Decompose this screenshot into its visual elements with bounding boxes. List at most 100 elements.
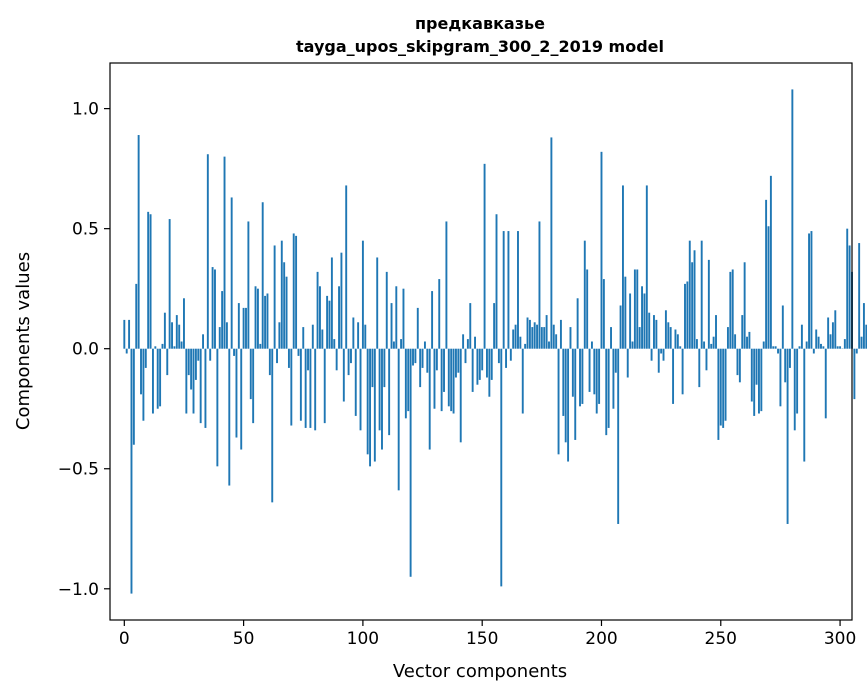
bar: [426, 348, 429, 373]
bar: [166, 348, 169, 376]
bar: [767, 226, 770, 349]
bar: [218, 327, 221, 349]
bar: [762, 341, 765, 349]
bar: [478, 348, 481, 380]
bar: [481, 348, 484, 371]
bar: [760, 348, 763, 412]
bar: [836, 346, 839, 349]
bar: [421, 348, 424, 368]
bar: [488, 348, 491, 397]
bar: [676, 334, 679, 349]
bar: [357, 322, 360, 349]
bar: [559, 319, 562, 349]
bar: [214, 269, 216, 349]
bar: [800, 324, 803, 349]
x-tick-label: 100: [347, 629, 379, 649]
bar: [798, 346, 801, 349]
bar: [342, 348, 345, 402]
bar: [703, 341, 706, 349]
bar: [242, 307, 245, 349]
bar: [507, 231, 510, 349]
bar: [454, 348, 457, 378]
bar: [564, 348, 567, 443]
bar: [338, 286, 340, 349]
x-tick-label: 0: [119, 629, 130, 649]
bar: [128, 319, 131, 349]
bar: [295, 235, 298, 349]
y-axis-ticks: −1.0 −0.5 0.0 0.5 1.0: [58, 100, 110, 600]
bar: [631, 341, 634, 349]
bar: [132, 348, 135, 445]
bar: [784, 348, 787, 383]
bar: [812, 348, 815, 354]
x-tick-label: 50: [233, 629, 255, 649]
bar: [412, 348, 414, 366]
x-tick-label: 150: [466, 629, 498, 649]
bar: [555, 334, 558, 349]
bar: [660, 348, 663, 354]
bar: [710, 343, 713, 349]
chart-subtitle: tayga_upos_skipgram_300_2_2019 model: [296, 37, 664, 56]
bar: [531, 327, 534, 349]
bar: [178, 324, 181, 349]
bar: [266, 293, 269, 349]
bar: [533, 322, 536, 349]
bar: [168, 219, 171, 349]
bar: [435, 348, 438, 371]
bar: [159, 348, 162, 407]
bar: [161, 343, 164, 349]
bar: [276, 348, 278, 364]
bar: [593, 348, 596, 395]
bar: [392, 341, 395, 349]
bar: [149, 214, 152, 349]
bar: [758, 348, 760, 414]
bar: [524, 343, 527, 349]
bar: [328, 300, 331, 349]
bar: [402, 288, 405, 349]
y-tick-label: −1.0: [58, 580, 99, 600]
bar: [786, 348, 789, 524]
y-axis-label: Components values: [13, 252, 34, 430]
bar: [385, 271, 388, 349]
bar: [550, 137, 553, 349]
bar: [545, 315, 548, 349]
bar: [602, 279, 605, 349]
bar: [636, 269, 639, 349]
bar: [397, 348, 400, 491]
bar: [223, 156, 226, 349]
bar: [512, 329, 515, 349]
bar: [416, 307, 419, 349]
bar: [693, 250, 696, 349]
bar: [538, 221, 541, 349]
bar: [283, 262, 286, 349]
bar: [457, 348, 460, 373]
bar: [679, 346, 682, 349]
bar: [824, 348, 827, 419]
bar: [791, 89, 794, 349]
bar: [669, 327, 672, 349]
bar: [209, 348, 212, 361]
bar: [648, 312, 651, 349]
bar: [483, 163, 486, 349]
bar: [371, 348, 374, 388]
bar: [237, 303, 240, 349]
bar: [225, 322, 228, 349]
bar: [827, 317, 830, 349]
bar: [185, 348, 188, 414]
bar: [707, 259, 710, 349]
bar: [552, 324, 555, 349]
bar: [765, 199, 768, 349]
bar: [731, 269, 734, 349]
bar: [471, 348, 474, 392]
bar: [588, 348, 591, 392]
bar: [395, 286, 398, 349]
bar: [590, 341, 593, 349]
bar: [285, 276, 288, 349]
bar: [753, 348, 756, 416]
bar: [517, 231, 519, 349]
chart-title: предкавказье: [415, 14, 545, 33]
bar: [400, 339, 403, 349]
y-tick-label: 1.0: [72, 100, 99, 120]
bar: [314, 348, 317, 431]
bar: [595, 348, 598, 414]
